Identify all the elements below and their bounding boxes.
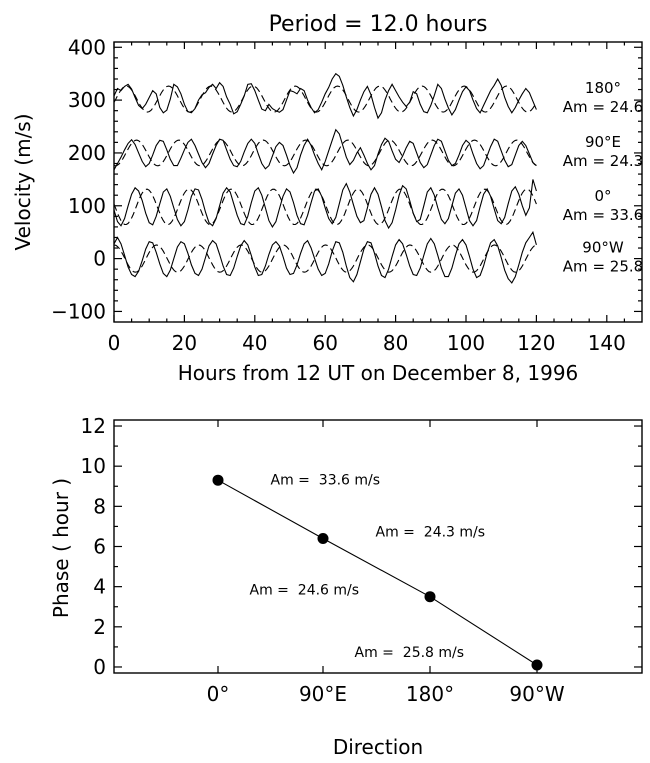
y-tick-label: 0 (93, 247, 106, 271)
series-amplitude-label: Am = 24.3 (563, 152, 643, 170)
y-tick-label: 100 (68, 194, 106, 218)
top-chart-title: Period = 12.0 hours (269, 12, 488, 37)
y-tick-label: 300 (68, 88, 106, 112)
bottom-y-axis-label: Phase ( hour ) (49, 478, 73, 618)
bottom-annotations: Am = 33.6 m/s Am = 24.3 m/s Am = 24.6 m/s A… (250, 472, 486, 661)
x-tick-label: 80 (383, 331, 408, 355)
series-direction-label: 180° (585, 79, 621, 97)
y-tick-label: 2 (93, 615, 106, 639)
fitted-series-line (113, 188, 537, 226)
fitted-series-line (113, 244, 537, 273)
phase-line (217, 479, 538, 666)
amplitude-annotation: Am = 24.3 m/s (376, 525, 486, 541)
x-tick-label: 100 (447, 331, 485, 355)
y-tick-label: 8 (93, 494, 106, 518)
top-x-axis-label: Hours from 12 UT on December 8, 1996 (178, 361, 579, 385)
phase-point (317, 533, 329, 544)
observed-series-line (113, 179, 537, 230)
x-tick-label: 60 (312, 331, 337, 355)
series-direction-label: 90°W (582, 239, 624, 257)
series-amplitude-label: Am = 25.8 (563, 258, 643, 276)
observed-series-line (113, 230, 537, 284)
x-tick-label: 140 (588, 331, 626, 355)
bottom-x-axis-label: Direction (333, 735, 423, 759)
x-tick-label: 0 (108, 331, 121, 355)
y-tick-label: 0 (93, 655, 106, 679)
amplitude-annotation: Am = 24.6 m/s (250, 583, 360, 599)
x-tick-label: 120 (517, 331, 555, 355)
top-series-lines (113, 72, 537, 284)
phase-point (531, 659, 543, 671)
y-tick-label: 4 (93, 575, 106, 599)
fitted-series-line (113, 85, 537, 113)
bottom-series (212, 474, 543, 671)
x-tick-label: 20 (172, 331, 197, 355)
top-series-labels: 180°Am = 24.6 90°EAm = 24.3 0°Am = 33.6 90°… (563, 79, 643, 276)
x-tick-label: 40 (242, 331, 267, 355)
series-direction-label: 0° (594, 187, 611, 205)
phase-point (212, 474, 224, 486)
fitted-series-line (113, 139, 537, 167)
x-tick-label: 0° (207, 682, 230, 706)
x-tick-label: 90°W (509, 682, 564, 706)
bottom-plot-frame (113, 419, 643, 674)
x-tick-label: 90°E (299, 682, 347, 706)
velocity-chart: Period = 12.0 hours 0 20 40 60 80 100 120 140 −1… (11, 12, 643, 385)
top-plot-frame (113, 41, 643, 323)
y-tick-label: 200 (68, 141, 106, 165)
y-tick-label: 12 (81, 414, 106, 438)
y-tick-label: 10 (81, 454, 106, 478)
amplitude-annotation: Am = 25.8 m/s (355, 645, 465, 661)
series-direction-label: 90°E (585, 133, 621, 151)
y-tick-label: 6 (93, 535, 106, 559)
amplitude-annotation: Am = 33.6 m/s (271, 472, 381, 488)
series-amplitude-label: Am = 24.6 (563, 98, 643, 116)
x-tick-label: 180° (406, 682, 454, 706)
phase-point (424, 591, 436, 603)
series-amplitude-label: Am = 33.6 (563, 206, 643, 224)
y-tick-label: −100 (51, 299, 106, 323)
observed-series-line (113, 128, 537, 175)
top-y-axis-label: Velocity (m/s) (11, 113, 35, 250)
bottom-axis-ticks: 0 2 4 6 8 10 12 0° 90°E 180° 90°W (81, 414, 642, 706)
y-tick-label: 400 (68, 35, 106, 59)
